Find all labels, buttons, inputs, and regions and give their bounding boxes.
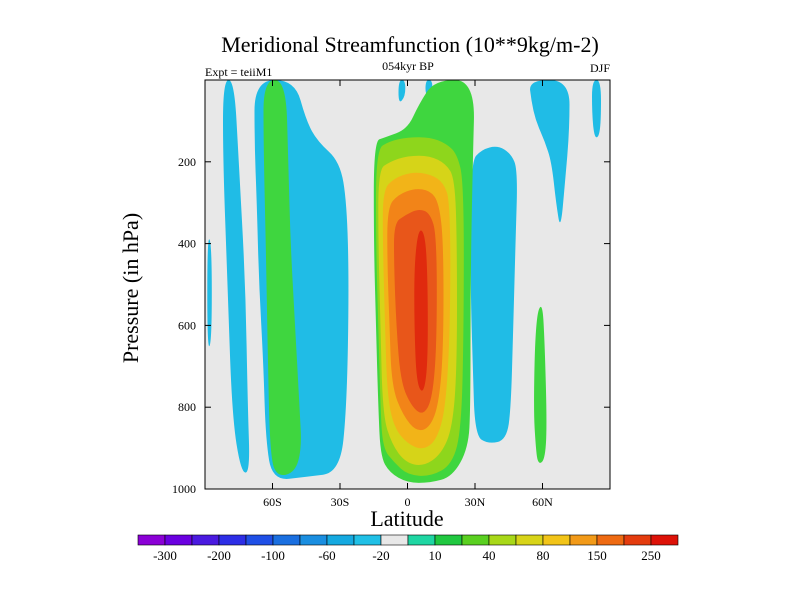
colorbar-swatch-4: [245, 534, 274, 546]
x-tick-label-1: 30S: [331, 495, 350, 509]
colorbar-swatch-7: [326, 534, 355, 546]
colorbar-swatch-17: [596, 534, 625, 546]
colorbar-swatch-11: [434, 534, 463, 546]
subtitle-right: DJF: [590, 61, 610, 75]
y-tick-label-0: 200: [178, 155, 196, 169]
colorbar-swatch-10: [407, 534, 436, 546]
colorbar-label-4: -20: [372, 548, 389, 563]
x-tick-label-3: 30N: [465, 495, 486, 509]
colorbar-swatch-19: [650, 534, 679, 546]
colorbar: [137, 534, 679, 546]
colorbar-label-2: -100: [261, 548, 285, 563]
contour-region-5: [470, 146, 517, 443]
chart-title: Meridional Streamfunction (10**9kg/m-2): [221, 32, 599, 57]
colorbar-swatch-5: [272, 534, 301, 546]
colorbar-label-1: -200: [207, 548, 231, 563]
colorbar-swatch-2: [191, 534, 220, 546]
colorbar-swatch-9: [380, 534, 409, 546]
colorbar-swatch-15: [542, 534, 571, 546]
y-axis-label: Pressure (in hPa): [118, 213, 143, 363]
contour-region-1: [207, 239, 212, 347]
x-axis-label: Latitude: [370, 506, 443, 531]
colorbar-swatch-18: [623, 534, 652, 546]
colorbar-label-5: 10: [429, 548, 442, 563]
contour-region-3: [398, 80, 406, 102]
y-tick-label-4: 1000: [172, 482, 196, 496]
colorbar-swatch-16: [569, 534, 598, 546]
colorbar-swatch-1: [164, 534, 193, 546]
contour-regions: [207, 80, 601, 483]
contour-region-6: [530, 80, 570, 223]
y-tick-label-1: 400: [178, 237, 196, 251]
contour-region-7: [592, 80, 601, 138]
colorbar-label-6: 40: [483, 548, 496, 563]
x-tick-label-2: 0: [405, 495, 411, 509]
colorbar-swatch-0: [137, 534, 166, 546]
colorbar-label-7: 80: [537, 548, 550, 563]
x-tick-label-4: 60N: [532, 495, 553, 509]
contour-region-16: [414, 230, 428, 391]
subtitle-left: Expt = teiiM1: [205, 65, 272, 79]
y-tick-label-3: 800: [178, 400, 196, 414]
x-axis-ticks: 60S 30S 0 30N 60N: [263, 80, 553, 509]
y-tick-label-2: 600: [178, 318, 196, 332]
colorbar-swatch-3: [218, 534, 247, 546]
contour-region-0: [223, 80, 250, 473]
colorbar-labels: -300 -200 -100 -60 -20 10 40 80 150 250: [153, 548, 661, 563]
colorbar-swatch-12: [461, 534, 490, 546]
x-tick-label-0: 60S: [263, 495, 282, 509]
colorbar-swatch-13: [488, 534, 517, 546]
colorbar-swatch-8: [353, 534, 382, 546]
colorbar-label-8: 150: [587, 548, 607, 563]
colorbar-label-0: -300: [153, 548, 177, 563]
contour-region-9: [534, 306, 547, 463]
colorbar-swatch-6: [299, 534, 328, 546]
y-axis-ticks: 200 400 600 800 1000: [172, 155, 610, 496]
subtitle-center: 054kyr BP: [382, 59, 434, 73]
colorbar-label-9: 250: [641, 548, 661, 563]
colorbar-swatch-14: [515, 534, 544, 546]
contour-region-8: [263, 80, 301, 476]
colorbar-label-3: -60: [318, 548, 335, 563]
